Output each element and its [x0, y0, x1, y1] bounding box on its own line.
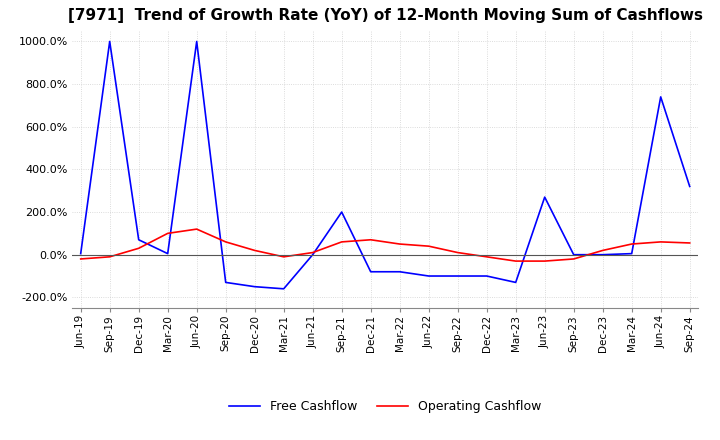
Operating Cashflow [135, 246, 143, 251]
Free Cashflow [570, 252, 578, 257]
Free Cashflow [76, 251, 85, 256]
Line: Operating Cashflow: Operating Cashflow [81, 229, 690, 261]
Operating Cashflow [598, 248, 607, 253]
Operating Cashflow [627, 242, 636, 247]
Operating Cashflow [76, 257, 85, 262]
Free Cashflow [598, 252, 607, 257]
Operating Cashflow [105, 254, 114, 260]
Legend: Free Cashflow, Operating Cashflow: Free Cashflow, Operating Cashflow [224, 395, 546, 418]
Operating Cashflow [570, 257, 578, 262]
Operating Cashflow [221, 239, 230, 245]
Operating Cashflow [541, 258, 549, 264]
Operating Cashflow [251, 248, 259, 253]
Operating Cashflow [424, 243, 433, 249]
Operating Cashflow [308, 250, 317, 255]
Free Cashflow [395, 269, 404, 275]
Free Cashflow [366, 269, 375, 275]
Free Cashflow [135, 237, 143, 242]
Operating Cashflow [192, 227, 201, 232]
Free Cashflow [541, 194, 549, 200]
Free Cashflow [454, 273, 462, 279]
Operating Cashflow [482, 254, 491, 260]
Operating Cashflow [685, 240, 694, 246]
Free Cashflow [251, 284, 259, 290]
Free Cashflow [279, 286, 288, 291]
Free Cashflow [192, 39, 201, 44]
Free Cashflow [338, 209, 346, 215]
Free Cashflow [221, 280, 230, 285]
Operating Cashflow [657, 239, 665, 245]
Free Cashflow [511, 280, 520, 285]
Free Cashflow [424, 273, 433, 279]
Operating Cashflow [395, 242, 404, 247]
Free Cashflow [482, 273, 491, 279]
Free Cashflow [627, 251, 636, 256]
Operating Cashflow [366, 237, 375, 242]
Operating Cashflow [279, 254, 288, 260]
Free Cashflow [657, 94, 665, 99]
Operating Cashflow [511, 258, 520, 264]
Free Cashflow [308, 252, 317, 257]
Line: Free Cashflow: Free Cashflow [81, 41, 690, 289]
Operating Cashflow [338, 239, 346, 245]
Title: [7971]  Trend of Growth Rate (YoY) of 12-Month Moving Sum of Cashflows: [7971] Trend of Growth Rate (YoY) of 12-… [68, 7, 703, 23]
Free Cashflow [685, 184, 694, 189]
Free Cashflow [105, 39, 114, 44]
Free Cashflow [163, 251, 172, 256]
Operating Cashflow [454, 250, 462, 255]
Operating Cashflow [163, 231, 172, 236]
